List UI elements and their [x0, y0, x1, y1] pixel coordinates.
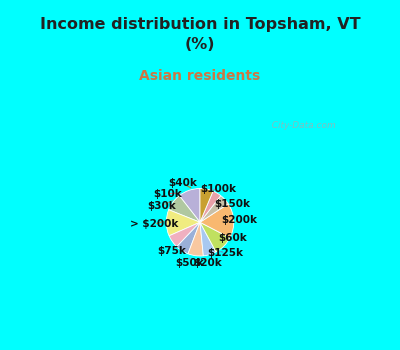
Wedge shape: [200, 204, 234, 238]
Text: $50k: $50k: [176, 258, 204, 268]
Text: Asian residents: Asian residents: [139, 69, 261, 83]
Text: $125k: $125k: [208, 248, 244, 258]
Wedge shape: [177, 222, 200, 254]
Text: Income distribution in Topsham, VT
(%): Income distribution in Topsham, VT (%): [40, 17, 360, 52]
Wedge shape: [169, 196, 200, 222]
Wedge shape: [200, 189, 213, 222]
Text: $150k: $150k: [215, 199, 251, 209]
Wedge shape: [200, 222, 216, 256]
Text: > $200k: > $200k: [130, 219, 178, 229]
Text: $30k: $30k: [147, 201, 176, 211]
Text: $10k: $10k: [153, 189, 182, 199]
Text: $20k: $20k: [193, 258, 222, 268]
Wedge shape: [188, 222, 203, 256]
Text: $60k: $60k: [218, 233, 247, 243]
Wedge shape: [169, 222, 200, 247]
Text: $75k: $75k: [157, 246, 186, 256]
Wedge shape: [200, 196, 228, 222]
Text: City-Data.com: City-Data.com: [266, 121, 336, 130]
Text: $40k: $40k: [168, 178, 197, 188]
Wedge shape: [200, 222, 230, 252]
Wedge shape: [179, 189, 200, 222]
Text: $100k: $100k: [200, 183, 236, 194]
Wedge shape: [166, 210, 200, 236]
Text: $200k: $200k: [221, 215, 257, 225]
Wedge shape: [200, 191, 221, 222]
